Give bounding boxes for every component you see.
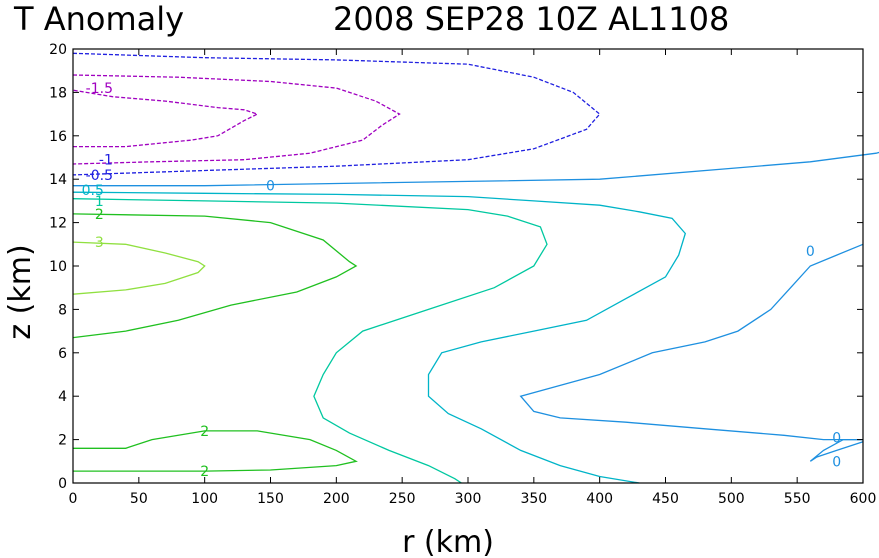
contour-label-0: -1.5 (86, 81, 113, 97)
x-tick-label-2: 100 (191, 491, 218, 507)
contour-label-6: 2 (95, 207, 104, 223)
x-tick-label-0: 0 (69, 491, 78, 507)
x-tick-label-9: 450 (652, 491, 679, 507)
plot-frame (72, 48, 864, 484)
contour-label-2: -0.5 (86, 168, 113, 184)
contour-lines (72, 52, 879, 484)
y-tick-label-0: 0 (58, 476, 67, 492)
chart-title-left: T Anomaly (13, 0, 184, 38)
y-tick-label-4: 8 (58, 302, 67, 318)
y-tick-label-9: 18 (49, 85, 67, 101)
contour-line-7 (73, 430, 358, 472)
x-tick-label-4: 200 (323, 491, 350, 507)
x-tick-label-3: 150 (257, 491, 284, 507)
contour-line-6 (72, 213, 358, 339)
x-tick-label-10: 500 (718, 491, 745, 507)
y-tick-label-2: 4 (58, 389, 67, 405)
contour-line-5 (72, 198, 548, 484)
y-tick-label-5: 10 (49, 259, 67, 275)
x-tick-label-7: 350 (520, 491, 547, 507)
y-tick-label-8: 16 (49, 129, 67, 145)
contour-line-3 (73, 151, 879, 187)
y-tick-label-7: 14 (49, 172, 67, 188)
contour-label-3: 0 (266, 179, 275, 195)
contour-line-8 (72, 241, 206, 295)
contour-label-7: 3 (95, 235, 104, 251)
contour-label-1: -1 (99, 153, 113, 169)
contour-label-5: 1 (95, 194, 104, 210)
contour-line-4 (72, 191, 687, 484)
x-axis-ticks: 0 50 100 150 200 250 300 350 400 450 500 550 600 (69, 49, 877, 507)
contour-line-1 (72, 74, 401, 165)
contour-label-10: 0 (806, 244, 815, 260)
x-tick-label-8: 400 (586, 491, 613, 507)
chart-title-right: 2008 SEP28 10Z AL1108 (333, 0, 729, 38)
contour-line-0 (72, 89, 260, 148)
x-tick-label-11: 550 (784, 491, 811, 507)
x-tick-label-12: 600 (850, 491, 877, 507)
y-tick-label-3: 6 (58, 346, 67, 362)
contour-label-8: 2 (200, 424, 209, 440)
contour-line-9 (519, 243, 864, 441)
x-axis-label: r (km) (402, 525, 494, 558)
contour-label-9: 2 (200, 464, 209, 480)
contour-label-12: 0 (832, 454, 841, 470)
y-tick-label-1: 2 (58, 433, 67, 449)
x-tick-label-1: 50 (130, 491, 148, 507)
y-tick-label-10: 20 (49, 42, 67, 58)
contour-line-2 (72, 52, 601, 176)
y-axis-label: z (km) (3, 244, 38, 339)
x-tick-label-6: 300 (455, 491, 482, 507)
contour-line-10 (809, 438, 864, 462)
contour-label-11: 0 (832, 430, 841, 446)
x-tick-label-5: 250 (389, 491, 416, 507)
contour-label-4: 0.5 (82, 183, 104, 199)
y-tick-label-6: 12 (49, 216, 67, 232)
